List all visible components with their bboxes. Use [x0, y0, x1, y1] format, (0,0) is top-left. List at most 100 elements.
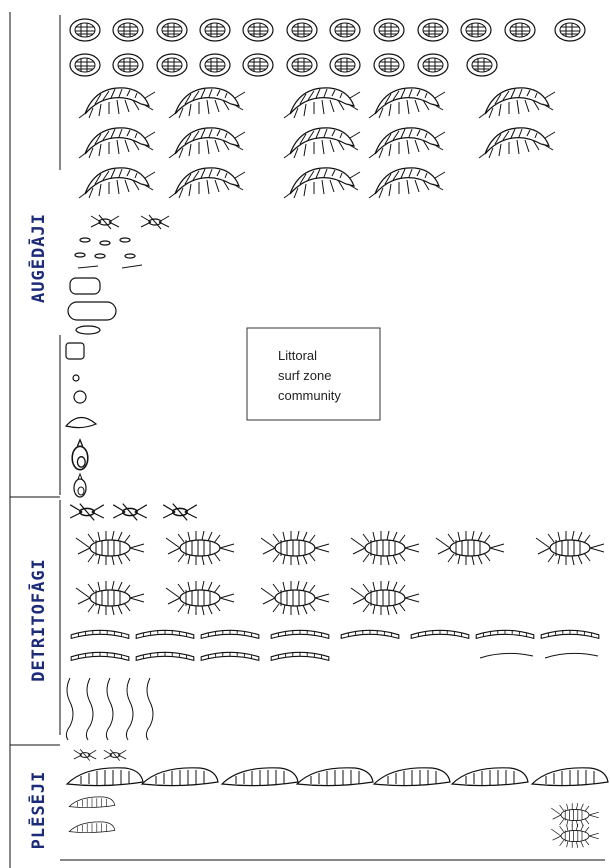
clam: [286, 18, 318, 42]
organisms: [64, 18, 609, 849]
crayfish: [550, 802, 600, 828]
snail: [71, 439, 89, 471]
clam: [460, 18, 492, 42]
clam: [554, 18, 586, 42]
clam: [242, 18, 274, 42]
snail: [72, 374, 80, 382]
group-label: DETRITOFĀGI: [28, 558, 49, 682]
larva: [340, 629, 400, 639]
box-line: community: [278, 388, 341, 403]
clam: [286, 53, 318, 77]
larva: [410, 629, 470, 639]
amphipod: [78, 127, 156, 159]
leech: [221, 767, 299, 787]
box-line: surf zone: [278, 368, 331, 383]
isopod: [75, 530, 145, 566]
leech: [68, 796, 116, 808]
snail: [73, 390, 87, 404]
isopod: [260, 530, 330, 566]
shell: [69, 277, 101, 295]
larva: [200, 629, 260, 639]
mite: [103, 748, 127, 762]
clam: [504, 18, 536, 42]
larva: [135, 629, 195, 639]
clam: [417, 18, 449, 42]
amphipod: [368, 127, 446, 159]
larva: [270, 651, 330, 661]
larva: [270, 629, 330, 639]
particle: [99, 240, 111, 246]
shell: [67, 301, 117, 321]
group-label: PLĒSĒJI: [28, 771, 49, 850]
worm: [479, 652, 534, 659]
worm: [85, 677, 94, 741]
group-label: AUGĒDĀJI: [28, 213, 49, 303]
clam: [373, 53, 405, 77]
clam: [112, 18, 144, 42]
amphipod: [478, 87, 556, 119]
isopod: [535, 530, 605, 566]
leech: [531, 767, 609, 787]
amphipod: [368, 87, 446, 119]
leech: [68, 821, 116, 833]
isopod: [165, 530, 235, 566]
crayfish: [550, 823, 600, 849]
worm: [105, 677, 114, 741]
larva: [70, 629, 130, 639]
mite: [73, 748, 97, 762]
info-box: Littoral surf zone community: [246, 327, 381, 421]
particle: [79, 237, 91, 243]
larva: [200, 651, 260, 661]
clam: [242, 53, 274, 77]
snail: [73, 473, 87, 498]
clam: [417, 53, 449, 77]
particle: [77, 265, 99, 269]
amphipod: [78, 167, 156, 199]
particle: [119, 237, 131, 243]
isopod: [435, 530, 505, 566]
clam: [69, 18, 101, 42]
clam: [373, 18, 405, 42]
worm: [125, 677, 134, 741]
larva: [475, 629, 535, 639]
clam: [199, 18, 231, 42]
isopod: [350, 580, 420, 616]
isopod: [75, 580, 145, 616]
mite: [112, 502, 148, 522]
clam: [112, 53, 144, 77]
amphipod: [283, 127, 361, 159]
larva: [70, 651, 130, 661]
amphipod: [283, 167, 361, 199]
clam: [466, 53, 498, 77]
amphipod: [168, 127, 246, 159]
mussel: [64, 416, 98, 429]
clam: [329, 53, 361, 77]
leech: [66, 767, 144, 787]
particle: [124, 253, 136, 259]
particle: [94, 253, 106, 259]
worm: [145, 677, 154, 741]
mite: [69, 502, 105, 522]
amphipod: [168, 167, 246, 199]
larva: [135, 651, 195, 661]
isopod: [260, 580, 330, 616]
clam: [199, 53, 231, 77]
particle: [74, 252, 86, 258]
box-line: Littoral: [278, 348, 317, 363]
clam: [329, 18, 361, 42]
leech: [141, 767, 219, 787]
particle: [121, 264, 143, 269]
leech: [451, 767, 529, 787]
amphipod: [478, 127, 556, 159]
leech: [373, 767, 451, 787]
isopod: [350, 530, 420, 566]
larva: [540, 629, 600, 639]
clam: [69, 53, 101, 77]
clam: [156, 53, 188, 77]
case: [65, 342, 85, 360]
mite: [90, 214, 120, 230]
mite: [162, 502, 198, 522]
amphipod: [368, 167, 446, 199]
amphipod: [168, 87, 246, 119]
